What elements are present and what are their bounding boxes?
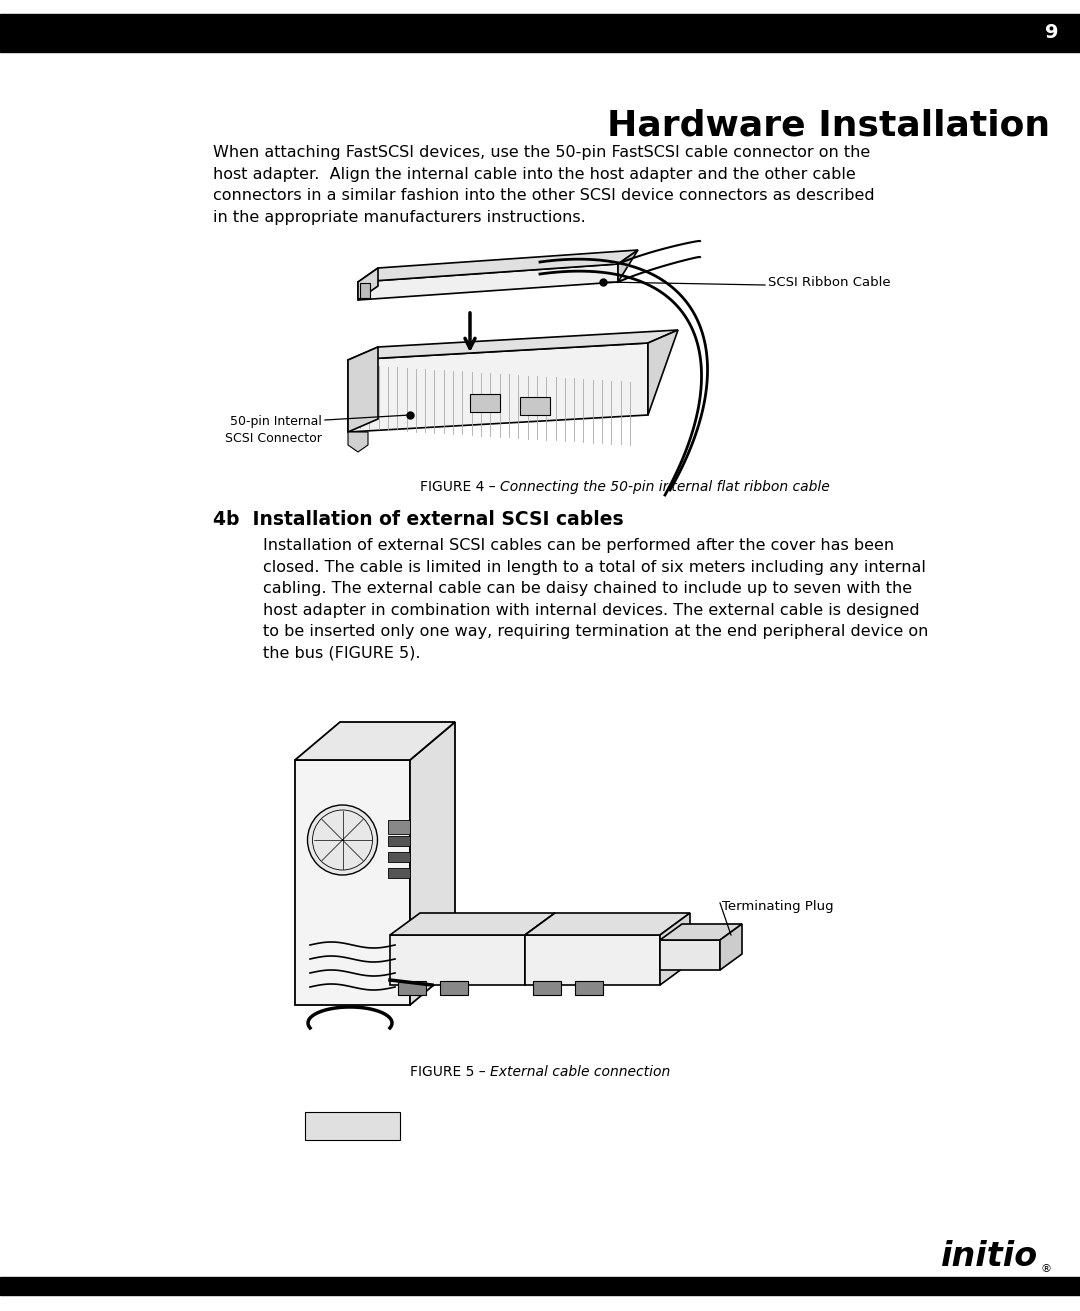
Bar — [0, 14, 1080, 52]
Polygon shape — [390, 912, 555, 935]
Bar — [305, 1112, 400, 1141]
Polygon shape — [618, 250, 638, 282]
Text: 9: 9 — [1044, 24, 1058, 42]
Bar — [534, 981, 561, 995]
Polygon shape — [660, 912, 690, 985]
Text: Terminating Plug: Terminating Plug — [723, 899, 834, 912]
Polygon shape — [348, 343, 648, 433]
Bar — [388, 836, 409, 846]
Bar — [388, 852, 409, 863]
Polygon shape — [720, 924, 742, 970]
Bar — [388, 868, 409, 878]
Polygon shape — [357, 264, 618, 300]
Bar — [440, 981, 468, 995]
Text: SCSI Ribbon Cable: SCSI Ribbon Cable — [768, 277, 891, 290]
Polygon shape — [295, 760, 410, 1006]
Bar — [470, 393, 500, 412]
Polygon shape — [648, 330, 678, 416]
Text: 50-pin Internal
SCSI Connector: 50-pin Internal SCSI Connector — [225, 416, 322, 444]
Polygon shape — [525, 912, 690, 935]
Bar — [575, 981, 603, 995]
Text: initio: initio — [941, 1240, 1038, 1273]
Polygon shape — [348, 433, 368, 452]
Bar — [399, 981, 426, 995]
Text: Installation of external SCSI cables can be performed after the cover has been
c: Installation of external SCSI cables can… — [264, 538, 929, 661]
Polygon shape — [295, 722, 455, 760]
Polygon shape — [348, 330, 678, 361]
Polygon shape — [660, 940, 720, 970]
Text: FIGURE 4 –: FIGURE 4 – — [420, 480, 500, 494]
Text: 4b  Installation of external SCSI cables: 4b Installation of external SCSI cables — [213, 510, 623, 530]
Circle shape — [308, 805, 378, 874]
Text: ®: ® — [1040, 1264, 1051, 1274]
Text: Hardware Installation: Hardware Installation — [607, 108, 1050, 142]
Bar — [0, 1277, 1080, 1295]
Polygon shape — [357, 250, 638, 282]
Polygon shape — [410, 722, 455, 1006]
Text: Connecting the 50-pin internal flat ribbon cable: Connecting the 50-pin internal flat ribb… — [500, 480, 829, 494]
Bar — [519, 397, 550, 414]
Polygon shape — [525, 935, 660, 985]
Bar — [388, 819, 409, 834]
Text: FIGURE 5 –: FIGURE 5 – — [410, 1065, 490, 1079]
Text: External cable connection: External cable connection — [490, 1065, 671, 1079]
Text: When attaching FastSCSI devices, use the 50-pin FastSCSI cable connector on the
: When attaching FastSCSI devices, use the… — [213, 146, 875, 224]
Polygon shape — [525, 912, 555, 985]
Polygon shape — [660, 924, 742, 940]
Polygon shape — [348, 347, 378, 433]
Polygon shape — [357, 267, 378, 300]
Polygon shape — [360, 283, 370, 298]
Polygon shape — [390, 935, 525, 985]
